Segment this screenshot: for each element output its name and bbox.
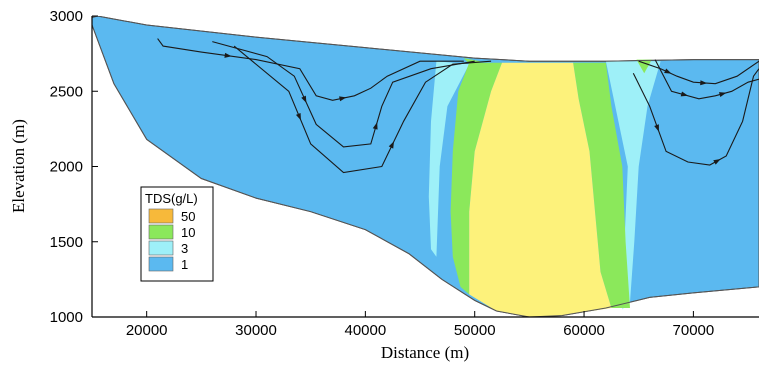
tds-zone-10-4 (573, 62, 630, 309)
x-tick-label: 40000 (345, 322, 387, 339)
y-tick-label: 2500 (50, 83, 83, 100)
flow-path-2 (212, 41, 475, 148)
tds-zones (428, 58, 661, 317)
legend-label-10: 10 (181, 225, 195, 240)
flow-arrow-3-2 (388, 141, 395, 149)
legend-swatch-3 (148, 240, 174, 256)
flow-path-6 (632, 68, 759, 166)
tds-zone-10-6 (636, 59, 652, 74)
y-axis-title: Elevation (m) (9, 119, 28, 213)
flow-arrow-5-1 (680, 91, 689, 97)
tds-zone-10-5 (463, 58, 481, 71)
flow-path-4 (638, 60, 759, 85)
legend-label-50: 50 (181, 209, 195, 224)
x-tick-label: 20000 (126, 322, 168, 339)
x-axis-ticks: 20000 30000 40000 50000 60000 70000 (126, 311, 714, 339)
x-tick-label: 60000 (563, 322, 605, 339)
tds-zone-50-7 (469, 62, 612, 317)
y-axis-ticks: 1000 1500 2000 2500 3000 (50, 8, 98, 326)
legend-swatch-1 (148, 256, 174, 272)
flow-arrow-6-2 (713, 159, 721, 165)
tds-zone-3-2 (605, 61, 661, 310)
flow-arrow-6-1 (654, 124, 659, 132)
flow-arrow-1-1 (224, 52, 232, 58)
legend-swatch-10 (148, 224, 174, 240)
flow-arrow-4-2 (700, 80, 708, 86)
y-tick-label: 1000 (50, 309, 83, 326)
x-tick-label: 70000 (673, 322, 715, 339)
legend-label-1: 1 (181, 257, 188, 272)
flow-arrow-4-1 (664, 68, 672, 74)
y-tick-label: 1500 (50, 234, 83, 251)
flow-path-3 (233, 45, 492, 174)
x-tick-label: 50000 (454, 322, 496, 339)
flow-arrow-5-2 (718, 92, 727, 97)
x-tick-label: 30000 (235, 322, 277, 339)
legend-title: TDS(g/L) (145, 191, 198, 206)
tds-zone-3-1 (428, 61, 470, 257)
flow-arrow-2-1 (301, 95, 307, 104)
y-tick-label: 3000 (50, 8, 83, 25)
tds-zone-10-3 (450, 62, 502, 295)
flow-arrow-1-2 (339, 96, 347, 102)
flow-path-1 (157, 38, 464, 101)
x-axis-title: Distance (m) (381, 343, 469, 362)
legend-label-3: 3 (181, 241, 188, 256)
plot-area (92, 16, 759, 317)
legend-swatch-50 (148, 208, 174, 224)
flow-paths (157, 38, 759, 174)
flow-arrow-2-2 (372, 122, 378, 130)
y-tick-label: 2000 (50, 159, 83, 176)
flow-path-5 (654, 59, 759, 100)
flow-arrow-3-1 (295, 112, 301, 121)
